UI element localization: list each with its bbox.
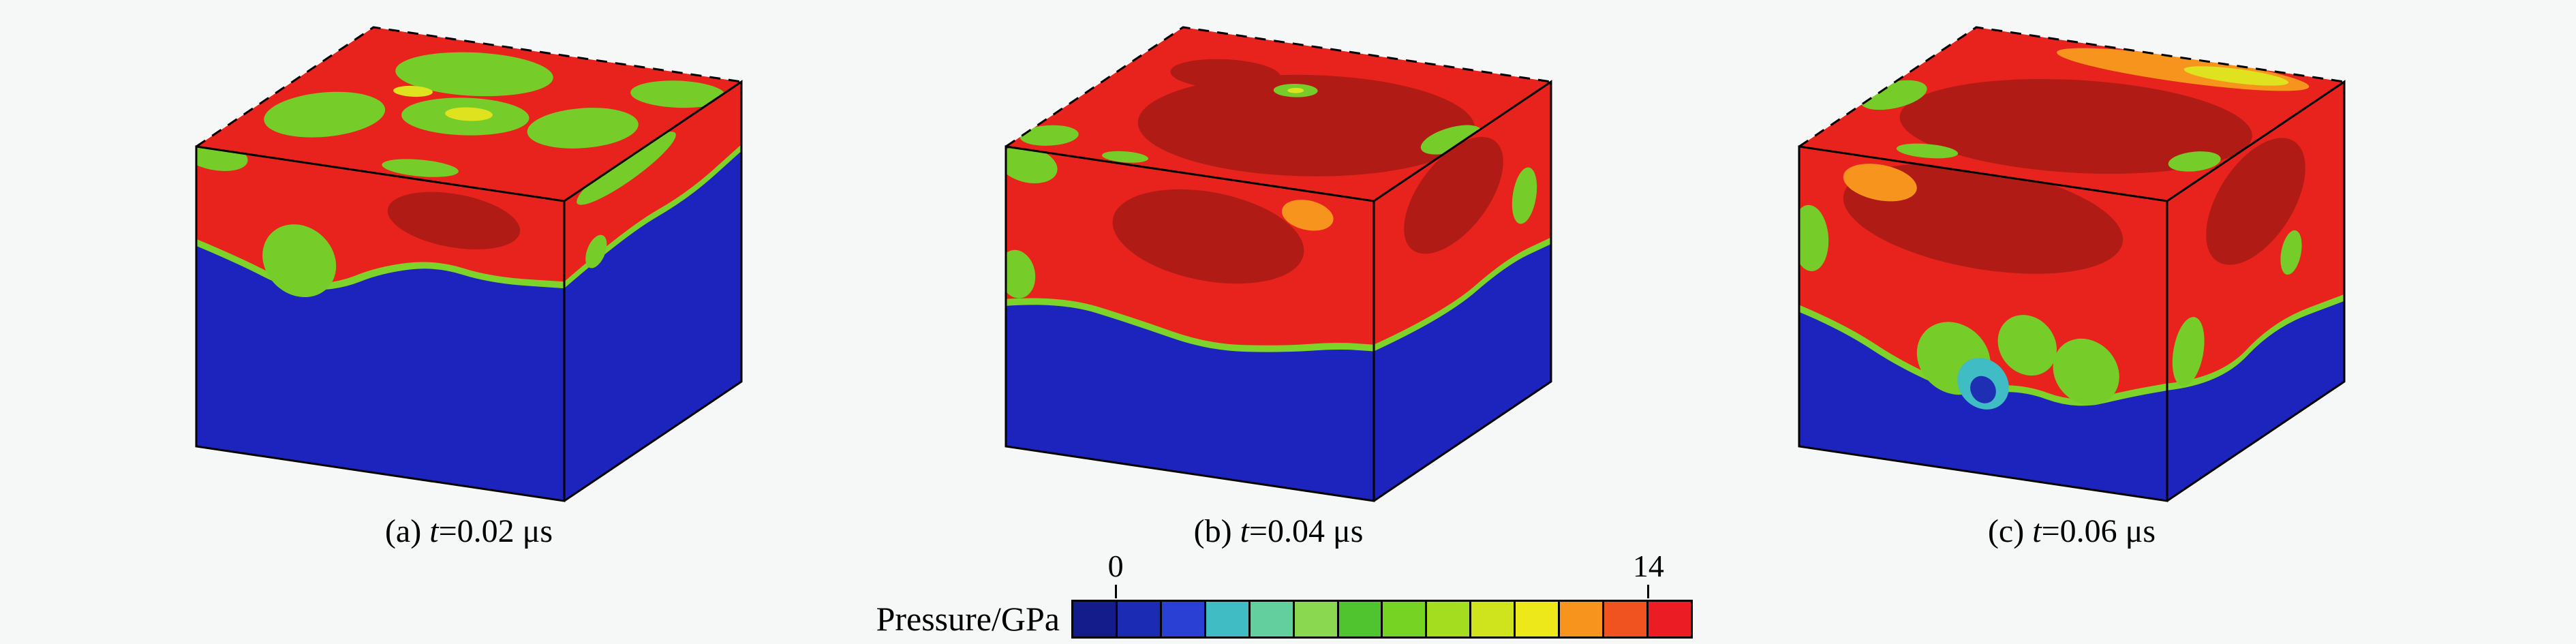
green-contour-blob [2280,230,2302,275]
dark-red-contour-blob [1404,136,1503,254]
unshocked-region [1374,241,1551,501]
dark-red-contour-blob [1899,78,2252,174]
cube-right-face [2167,82,2344,501]
green-contour-blob [2053,338,2119,405]
cube-top-face [1006,27,1551,201]
tick-high: 14 [1621,549,1676,598]
green-contour-blob [1006,147,1058,183]
green-contour-blob [395,52,553,97]
cube-right-face [564,82,741,501]
cube-front-face [196,147,564,501]
green-contour-blob [630,80,726,108]
shock-front-band [1006,298,1374,352]
caption-variable: t [1240,513,1249,549]
tick-low-line [1114,585,1117,598]
cube-snapshot-a [195,26,743,502]
colorbar-cell-1 [1117,602,1160,637]
colorbar-cell-5 [1294,602,1337,637]
cube-dashed-hidden-edges [1005,26,1552,148]
panel-b: (b) t=0.04 μs [965,0,1592,549]
shock-front-band [2167,294,2344,391]
shock-front-band [1374,236,1551,352]
colorbar-cell-11 [1560,602,1603,637]
green-contour-blob [2172,317,2205,386]
green-contour-blob [2168,151,2221,172]
cube-snapshot-b [1005,26,1552,502]
panel-a: (a) t=0.02 μs [155,0,782,549]
green-contour-blob [1997,315,2057,376]
unshocked-region [196,242,564,501]
green-contour-blob [577,132,676,205]
cube-snapshot-c [1798,26,2346,502]
green-contour-blob [527,108,639,149]
green-contour-blob [585,234,607,269]
yellow-contour-blob [2183,66,2289,86]
tick-low: 0 [1088,549,1143,598]
caption-suffix: =0.04 μs [1248,513,1364,549]
colorbar-cell-4 [1250,602,1293,637]
colorbar-cell-7 [1383,602,1426,637]
orange-contour-blob [1282,200,1334,231]
cube-front-face [1799,147,2167,501]
unshocked-region [2167,297,2344,501]
cube-solid-edges [195,80,743,502]
shock-front-band [196,239,564,290]
cube-front-face [1006,147,1374,501]
green-contour-blob [1896,143,1959,159]
cube-top-face [1799,27,2344,201]
tick-high-label: 14 [1632,549,1664,583]
green-contour-blob [262,224,337,298]
dark-red-contour-blob [1170,59,1281,90]
caption-prefix: (a) [384,513,430,549]
navy-contour-blob [1970,375,1996,403]
legend-label: Pressure/GPa [876,600,1060,638]
green-contour-blob [264,91,386,138]
caption-variable: t [429,513,439,549]
panel-c: (c) t=0.06 μs [1758,0,2385,549]
cube-dashed-hidden-edges [1798,26,2345,148]
cube-top-face [196,27,741,201]
colorbar-cell-2 [1161,602,1204,637]
colorbar-cell-8 [1427,602,1470,637]
caption-prefix: (c) [1987,513,2033,549]
tick-high-line [1647,585,1650,598]
colorbar-cells [1071,600,1693,639]
cube-solid-edges [1798,80,2346,502]
panel-c-caption: (c) t=0.06 μs [1758,514,2385,549]
green-contour-blob [382,159,459,177]
green-contour-blob [1006,249,1036,298]
caption-suffix: =0.02 μs [438,513,553,549]
colorbar-cell-6 [1338,602,1381,637]
dark-red-contour-blob [2206,138,2305,265]
orange-contour-blob [1843,164,1917,202]
green-contour-blob [1019,125,1079,146]
dark-red-contour-blob [1112,189,1304,284]
caption-variable: t [2032,513,2042,549]
dark-red-contour-blob [387,191,521,249]
cube-dashed-hidden-edges [196,26,742,148]
colorbar-cell-13 [1648,602,1691,637]
caption-prefix: (b) [1193,513,1240,549]
colorbar-cell-9 [1471,602,1514,637]
dark-red-contour-blob [1137,74,1475,177]
colorbar-cell-0 [1073,602,1116,637]
green-contour-blob [1420,125,1482,155]
panel-a-caption: (a) t=0.02 μs [155,514,782,549]
colorbar-cell-3 [1206,602,1248,637]
yellow-contour-blob [1287,87,1304,93]
green-contour-blob [1512,167,1537,224]
panel-b-caption: (b) t=0.04 μs [965,514,1592,549]
yellow-contour-blob [393,85,433,97]
tick-low-label: 0 [1107,549,1124,583]
unshocked-region [564,147,741,501]
colorbar-cell-12 [1604,602,1646,637]
cube-solid-edges [1005,80,1552,502]
cube-right-face [1374,82,1551,501]
green-contour-blob [1101,151,1149,163]
colorbar-cell-10 [1516,602,1559,637]
green-contour-blob [1799,204,1829,271]
yellow-contour-blob [445,107,493,121]
caption-suffix: =0.06 μs [2041,513,2156,549]
